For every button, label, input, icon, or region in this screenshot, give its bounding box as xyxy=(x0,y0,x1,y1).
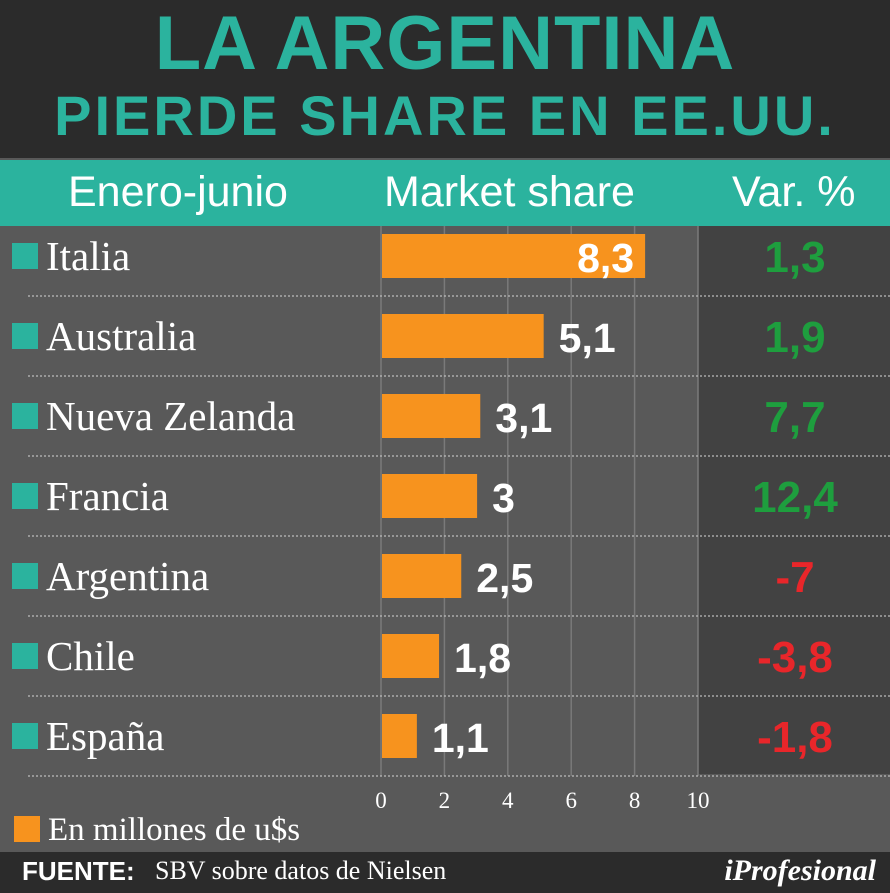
chart-title: LA ARGENTINA xyxy=(154,1,736,86)
legend-label: En millones de u$s xyxy=(48,812,301,848)
category-label: Nueva Zelanda xyxy=(46,393,295,439)
x-tick-label: 4 xyxy=(502,788,514,813)
bar-value-label: 2,5 xyxy=(476,555,533,601)
variation-label: 7,7 xyxy=(764,393,825,442)
column-header-var: Var. % xyxy=(732,168,856,216)
category-marker xyxy=(12,403,38,429)
bar-value-label: 8,3 xyxy=(577,235,634,281)
bar xyxy=(382,234,646,278)
bar-value-label: 3,1 xyxy=(495,395,552,441)
brand-logo: iProfesional xyxy=(724,854,876,887)
header-band xyxy=(0,0,890,158)
bar xyxy=(382,394,481,438)
category-label: Argentina xyxy=(46,553,209,599)
bar-value-label: 3 xyxy=(492,475,515,521)
source-label: FUENTE: xyxy=(22,856,135,886)
category-marker xyxy=(12,723,38,749)
x-tick-label: 2 xyxy=(439,788,451,813)
category-marker xyxy=(12,243,38,269)
bar-value-label: 1,8 xyxy=(454,635,511,681)
x-tick-label: 10 xyxy=(687,788,710,813)
column-header-period: Enero-junio xyxy=(68,168,288,216)
category-label: Italia xyxy=(46,233,130,279)
category-label: Francia xyxy=(46,473,169,519)
bar-value-label: 1,1 xyxy=(432,715,489,761)
variation-label: 1,3 xyxy=(764,233,825,282)
x-tick-label: 8 xyxy=(629,788,641,813)
variation-label: 1,9 xyxy=(764,313,825,362)
variation-label: 12,4 xyxy=(752,473,838,522)
bar xyxy=(382,314,544,358)
footer-band xyxy=(0,852,890,893)
chart-subtitle: PIERDE SHARE EN EE.UU. xyxy=(54,84,836,147)
variation-label: -1,8 xyxy=(757,713,833,762)
bar xyxy=(382,554,462,598)
category-marker xyxy=(12,323,38,349)
x-tick-label: 0 xyxy=(375,788,387,813)
bar xyxy=(382,634,440,678)
category-label: Chile xyxy=(46,633,135,679)
bar xyxy=(382,714,417,758)
category-marker xyxy=(12,483,38,509)
x-tick-label: 6 xyxy=(565,788,577,813)
column-header-bar: Enero-junio Market share Var. % xyxy=(0,160,890,226)
category-label: España xyxy=(46,713,164,759)
variation-panel xyxy=(698,226,890,774)
variation-label: -3,8 xyxy=(757,633,833,682)
column-header-share: Market share xyxy=(384,168,635,216)
source-text: SBV sobre datos de Nielsen xyxy=(155,856,447,885)
legend-swatch xyxy=(14,816,40,842)
category-label: Australia xyxy=(46,313,196,359)
bar xyxy=(382,474,478,518)
category-marker xyxy=(12,643,38,669)
variation-label: -7 xyxy=(775,553,814,602)
category-marker xyxy=(12,563,38,589)
bar-value-label: 5,1 xyxy=(559,315,616,361)
